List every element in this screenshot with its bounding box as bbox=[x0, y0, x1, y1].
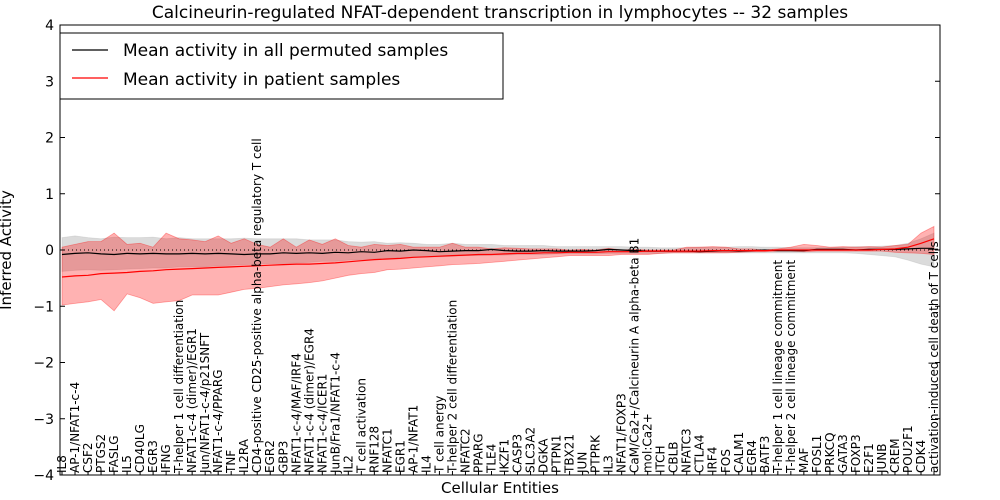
y-tick-label: −2 bbox=[33, 356, 54, 372]
x-tick-label: EGR2 bbox=[263, 440, 277, 473]
x-tick-label: CASP3 bbox=[511, 434, 525, 473]
x-tick-label: T-helper 1 cell lineage commitment bbox=[771, 260, 785, 474]
y-axis-label: Inferred Activity bbox=[0, 190, 15, 310]
x-tick-label: activation-induced cell death of T cells bbox=[927, 241, 941, 473]
x-tick-label: CaM/Ca2+/Calcineurin A alpha-beta B1 bbox=[628, 238, 642, 473]
x-tick-label: NFATC2 bbox=[459, 428, 473, 473]
legend: Mean activity in all permuted samples Me… bbox=[59, 32, 504, 100]
x-tick-label: TNF bbox=[224, 450, 238, 474]
x-tick-label: IL2 bbox=[341, 455, 355, 473]
x-tick-label: IL3 bbox=[602, 455, 616, 473]
confidence-bands bbox=[61, 225, 935, 312]
x-tick-label: NFAT1-c-4 (dimer)/EGR4 bbox=[302, 328, 316, 473]
x-tick-label: CDK4 bbox=[914, 440, 928, 473]
x-tick-label: CD40LG bbox=[133, 424, 147, 473]
x-tick-label: IFNG bbox=[159, 444, 173, 473]
x-tick-label: NFATC1 bbox=[380, 428, 394, 473]
y-axis: −4 −3 −2 −1 0 1 2 3 4 bbox=[33, 18, 940, 484]
x-tick-label: GBP3 bbox=[276, 441, 290, 473]
y-tick-label: 1 bbox=[45, 187, 54, 203]
x-tick-label: IL8 bbox=[55, 455, 69, 473]
y-tick-label: −1 bbox=[33, 299, 54, 315]
x-tick-label: EGR1 bbox=[393, 440, 407, 473]
y-tick-label: −3 bbox=[33, 412, 54, 428]
x-tick-label: CSF2 bbox=[81, 442, 95, 473]
x-tick-label: EGR3 bbox=[146, 440, 160, 473]
x-tick-label: NFAT1/FOXP3 bbox=[615, 393, 629, 473]
x-tick-label: IKZF1 bbox=[498, 439, 512, 473]
x-tick-label: Jun/NFAT1-c-4/p21SNFT bbox=[198, 332, 212, 474]
legend-label-permuted: Mean activity in all permuted samples bbox=[123, 41, 448, 61]
x-tick-label: EGR4 bbox=[745, 440, 759, 473]
x-tick-label: DGKA bbox=[537, 438, 551, 473]
x-tick-label: POU2F1 bbox=[901, 425, 915, 473]
x-tick-label: NFAT1-c-4/ICER1 bbox=[315, 374, 329, 473]
x-tick-label: IL5 bbox=[120, 455, 134, 473]
x-tick-label: T-helper 2 cell differentiation bbox=[445, 300, 459, 474]
x-tick-label: SLC3A2 bbox=[524, 427, 538, 473]
y-tick-label: 2 bbox=[45, 131, 54, 147]
y-tick-label: 0 bbox=[45, 243, 54, 259]
y-tick-label: 4 bbox=[45, 18, 54, 34]
x-tick-label: TBX21 bbox=[563, 434, 577, 474]
x-tick-label: PTPRK bbox=[589, 434, 603, 473]
x-tick-label: T cell activation bbox=[354, 378, 368, 474]
x-tick-label: IL4 bbox=[419, 455, 433, 473]
x-tick-label: RNF128 bbox=[367, 426, 381, 473]
x-tick-label: JunB/Fra1/NFAT1-c-4 bbox=[328, 352, 342, 474]
x-tick-label: NFATC3 bbox=[680, 428, 694, 473]
line-patient-mean bbox=[61, 238, 935, 278]
x-tick-label: NFAT1-c-4 (dimer)/EGR1 bbox=[185, 328, 199, 473]
x-tick-label: FOS bbox=[719, 449, 733, 473]
x-tick-label: FOSL1 bbox=[810, 435, 824, 473]
y-tick-label: 3 bbox=[45, 74, 54, 90]
x-tick-label: T-helper 2 cell lineage commitment bbox=[784, 260, 798, 474]
x-tick-label: IRF4 bbox=[706, 447, 720, 473]
x-tick-label: GATA3 bbox=[836, 434, 850, 473]
x-tick-label: CD4-positive CD25-positive alpha-beta re… bbox=[250, 138, 264, 473]
y-tick-label: −4 bbox=[33, 468, 54, 484]
x-tick-label: AP-1/NFAT1-c-4 bbox=[68, 382, 82, 473]
x-tick-label: JUNB bbox=[875, 443, 889, 474]
x-tick-label: CBLB bbox=[667, 441, 681, 473]
x-tick-label: ITCH bbox=[654, 445, 668, 473]
x-tick-label: CALM1 bbox=[732, 432, 746, 473]
x-tick-label: TLE4 bbox=[485, 444, 499, 474]
x-tick-label: BATF3 bbox=[758, 436, 772, 473]
x-tick-label: PTPN1 bbox=[550, 435, 564, 473]
x-tick-label: mol:Ca2+ bbox=[641, 413, 655, 473]
x-tick-label: T-helper 1 cell differentiation bbox=[172, 300, 186, 474]
x-tick-label: IL2RA bbox=[237, 438, 251, 473]
x-tick-label: JUN bbox=[576, 452, 590, 474]
legend-box bbox=[59, 32, 504, 100]
x-tick-label: FASLG bbox=[107, 435, 121, 473]
x-axis-label: Cellular Entities bbox=[441, 479, 559, 497]
band-patient bbox=[61, 225, 935, 312]
x-axis: IL8 AP-1/NFAT1-c-4 CSF2 PTGS2 FASLG IL5 CD40LG… bbox=[55, 138, 941, 475]
x-tick-label: CREM bbox=[888, 438, 902, 473]
x-tick-label: CTLA4 bbox=[693, 434, 707, 473]
x-tick-label: T cell anergy bbox=[432, 396, 446, 474]
x-tick-label: FOXP3 bbox=[849, 434, 863, 473]
legend-label-patient: Mean activity in patient samples bbox=[123, 70, 400, 90]
x-tick-label: PRKCQ bbox=[823, 432, 837, 473]
x-tick-label: NFAT1-c-4/MAF/IRF4 bbox=[289, 353, 303, 473]
x-tick-label: MAF bbox=[797, 447, 811, 473]
x-tick-label: PTGS2 bbox=[94, 434, 108, 473]
x-tick-label: E2F1 bbox=[862, 443, 876, 473]
x-tick-label: NFAT1-c-4/PPARG bbox=[211, 369, 225, 473]
band-permuted bbox=[61, 232, 935, 272]
series-lines bbox=[60, 238, 940, 278]
chart-title: Calcineurin-regulated NFAT-dependent tra… bbox=[152, 3, 848, 23]
x-tick-label: PPARG bbox=[472, 433, 486, 473]
x-tick-label: AP-1/NFAT1 bbox=[406, 405, 420, 473]
